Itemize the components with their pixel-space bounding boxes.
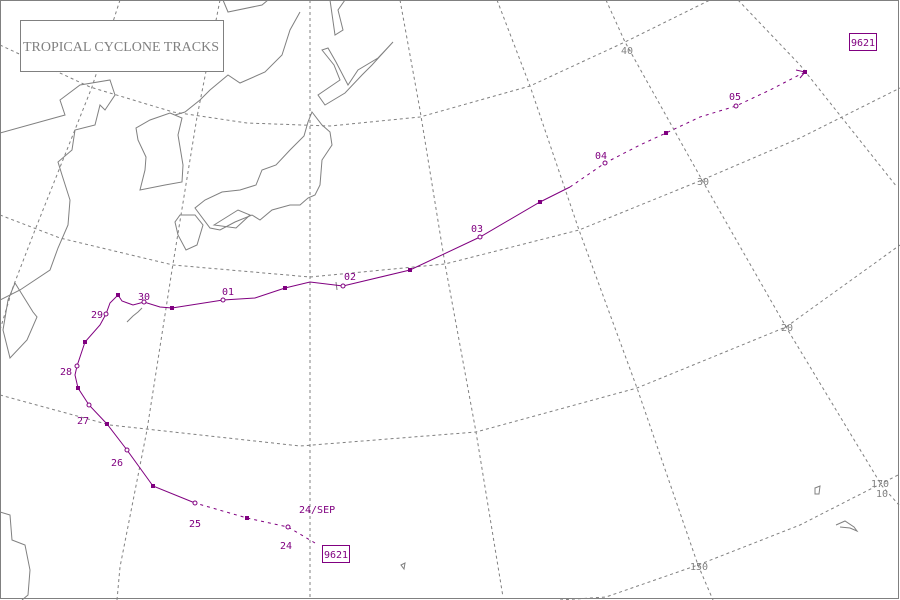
track-point-00utc: [74, 363, 80, 369]
track-point-00utc: [733, 103, 739, 109]
track-day-label: 30: [138, 292, 150, 303]
hokkaido-coast: [317, 41, 394, 106]
cyclone-track: [74, 69, 807, 544]
sakhalin-coast: [329, 0, 346, 36]
longitude-180-line: [737, 0, 898, 188]
track-point-12utc: [664, 131, 668, 135]
title-box: TROPICAL CYCLONE TRACKS: [20, 20, 224, 72]
longitude-150-line: [399, 0, 504, 598]
track-point-12utc: [538, 200, 542, 204]
lat-label-20: 20: [781, 323, 793, 334]
track-id-box-end: 9621: [849, 33, 877, 51]
pacific-island: [400, 562, 406, 571]
coastlines: [0, 0, 859, 600]
track-point-00utc: [285, 524, 291, 530]
track-point-00utc: [602, 160, 608, 166]
russia-primorye-coast: [174, 11, 301, 116]
map-title: TROPICAL CYCLONE TRACKS: [23, 40, 219, 55]
ryukyu-islands: [126, 307, 143, 323]
russia-coast: [222, 0, 269, 13]
track-point-00utc: [103, 311, 109, 317]
track-day-label: 29: [91, 310, 103, 321]
track-point-12utc: [408, 268, 412, 272]
track-id-label-end: 9621: [851, 38, 875, 49]
track-point-00utc: [340, 283, 346, 289]
track-day-label: 27: [77, 416, 89, 427]
marcus-island: [814, 485, 821, 495]
track-day-label: 01: [222, 287, 234, 298]
track-day-label: 25: [189, 519, 201, 530]
shikoku-coast: [212, 209, 251, 229]
korea-coast: [135, 112, 184, 191]
track-point-12utc: [245, 516, 249, 520]
china-coast: [0, 79, 116, 301]
track-segment-typhoon-solid: [74, 186, 571, 504]
izu-islands: [335, 281, 338, 291]
track-point-12utc: [170, 306, 174, 310]
track-point-12utc: [116, 293, 120, 297]
track-point-00utc: [141, 299, 147, 305]
longitude-160-line: [496, 0, 714, 600]
honshu-coast: [194, 110, 333, 231]
track-day-label: 05: [729, 92, 741, 103]
track-point-00utc: [220, 297, 226, 303]
lat-label-40: 40: [621, 46, 633, 57]
track-point-00utc: [477, 234, 483, 240]
taiwan-coast: [2, 281, 38, 360]
track-point-12utc: [76, 386, 80, 390]
track-point-00utc: [86, 402, 92, 408]
longitude-170-line: [605, 0, 900, 506]
track-day-label: 24: [280, 541, 292, 552]
latitude-10-line: [559, 473, 900, 600]
lat-label-10: 10: [876, 489, 888, 500]
track-day-label: 26: [111, 458, 123, 469]
track-id-label-start: 9621: [324, 550, 348, 561]
track-day-label: 04: [595, 151, 607, 162]
track-point-00utc: [124, 447, 130, 453]
track-point-00utc: [192, 500, 198, 506]
luzon-coast: [0, 511, 31, 600]
longitude-130-line: [116, 0, 221, 600]
track-id-box-start: 9621: [322, 545, 350, 563]
lat-label-30: 30: [697, 177, 709, 188]
kyushu-coast: [174, 214, 204, 251]
lon-label-150: 150: [690, 562, 708, 573]
track-day-label: 03: [471, 224, 483, 235]
latitude-30-line: [0, 87, 900, 278]
track-end-arrow-icon: [795, 69, 806, 79]
lon-label-170: 170: [871, 479, 889, 490]
track-point-12utc: [105, 422, 109, 426]
track-point-12utc: [151, 484, 155, 488]
track-day-label: 28: [60, 367, 72, 378]
latitude-40-line: [0, 0, 711, 127]
track-point-12utc: [283, 286, 287, 290]
track-point-12utc: [83, 340, 87, 344]
track-segment-early-dashed: [194, 502, 316, 544]
marshall-islands: [835, 520, 859, 533]
track-day-label: 02: [344, 272, 356, 283]
track-start-date-label: 24/SEP: [299, 505, 335, 516]
